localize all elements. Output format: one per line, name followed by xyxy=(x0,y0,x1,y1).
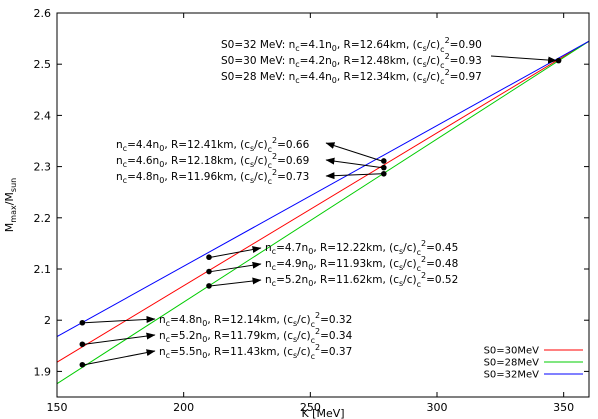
x-tick-label-0: 150 xyxy=(47,401,68,414)
data-point-1 xyxy=(79,341,86,348)
annotation-label-9: nc=4.8n0, R=12.14km, (cs/c)c2=0.32 xyxy=(159,311,352,329)
legend-label-2: S0=32MeV xyxy=(484,370,540,381)
annotation-label-5: nc=4.8n0, R=11.96km, (cs/c)c2=0.73 xyxy=(116,168,309,186)
annotation-label-8: nc=5.2n0, R=11.62km, (cs/c)c2=0.52 xyxy=(265,271,458,289)
annotation-label-0: S0=32 MeV: nc=4.1n0, R=12.64km, (cs/c)c2… xyxy=(221,36,482,54)
annotation-arrow-7 xyxy=(210,261,262,273)
y-tick-label-2: 2.1 xyxy=(34,263,52,276)
x-tick-label-4: 350 xyxy=(553,401,574,414)
y-tick-label-6: 2.5 xyxy=(34,58,52,71)
y-tick-label-4: 2.3 xyxy=(34,161,52,174)
annotation-arrow-11 xyxy=(84,349,156,366)
annotation-label-6: nc=4.7n0, R=12.22km, (cs/c)c2=0.45 xyxy=(265,239,458,257)
x-tick-label-2: 250 xyxy=(300,401,321,414)
data-point-4 xyxy=(206,268,212,275)
annotation-arrow-0 xyxy=(490,55,558,64)
data-point-0 xyxy=(79,319,86,326)
y-tick-label-7: 2.6 xyxy=(34,7,52,20)
data-point-3 xyxy=(206,254,212,261)
annotation-arrow-4 xyxy=(325,157,382,169)
y-axis-title: Mmax/Msun xyxy=(3,178,18,232)
annotation-arrow-8 xyxy=(210,277,262,287)
y-tick-label-5: 2.4 xyxy=(34,109,52,122)
annotation-arrow-5 xyxy=(325,172,382,180)
series-line-0 xyxy=(56,40,590,363)
y-tick-label-0: 1.9 xyxy=(34,365,52,378)
x-tick-label-1: 200 xyxy=(173,401,194,414)
data-point-6 xyxy=(381,158,387,164)
data-point-2 xyxy=(79,361,86,368)
annotation-label-3: nc=4.4n0, R=12.41km, (cs/c)c2=0.66 xyxy=(116,136,310,154)
annotation-label-7: nc=4.9n0, R=11.93km, (cs/c)c2=0.48 xyxy=(265,255,458,273)
annotation-label-10: nc=5.2n0, R=11.79km, (cs/c)c2=0.34 xyxy=(159,327,353,345)
annotation-label-2: S0=28 MeV: nc=4.4n0, R=12.34km, (cs/c)c2… xyxy=(221,68,482,86)
annotation-label-4: nc=4.6n0, R=12.18km, (cs/c)c2=0.69 xyxy=(116,152,309,170)
legend-label-0: S0=30MeV xyxy=(484,346,540,357)
data-point-9 xyxy=(555,57,562,64)
plot-frame xyxy=(56,12,590,398)
series-line-2 xyxy=(56,40,590,338)
annotation-label-11: nc=5.5n0, R=11.43km, (cs/c)c2=0.37 xyxy=(159,343,352,361)
y-tick-label-3: 2.2 xyxy=(34,212,52,225)
annotation-arrow-10 xyxy=(84,332,156,345)
annotation-arrow-9 xyxy=(84,315,156,324)
legend-label-1: S0=28MeV xyxy=(484,358,540,369)
series-line-1 xyxy=(56,40,590,385)
annotation-arrow-6 xyxy=(210,246,262,258)
annotation-label-1: S0=30 MeV: nc=4.2n0, R=12.48km, (cs/c)c2… xyxy=(221,52,482,70)
x-tick-label-3: 300 xyxy=(427,401,448,414)
data-point-7 xyxy=(381,164,387,171)
y-tick-label-1: 2 xyxy=(44,314,51,327)
data-point-5 xyxy=(206,283,212,289)
x-axis-title: K [MeV] xyxy=(301,407,344,419)
data-point-8 xyxy=(381,170,387,177)
annotation-arrow-3 xyxy=(325,142,382,162)
